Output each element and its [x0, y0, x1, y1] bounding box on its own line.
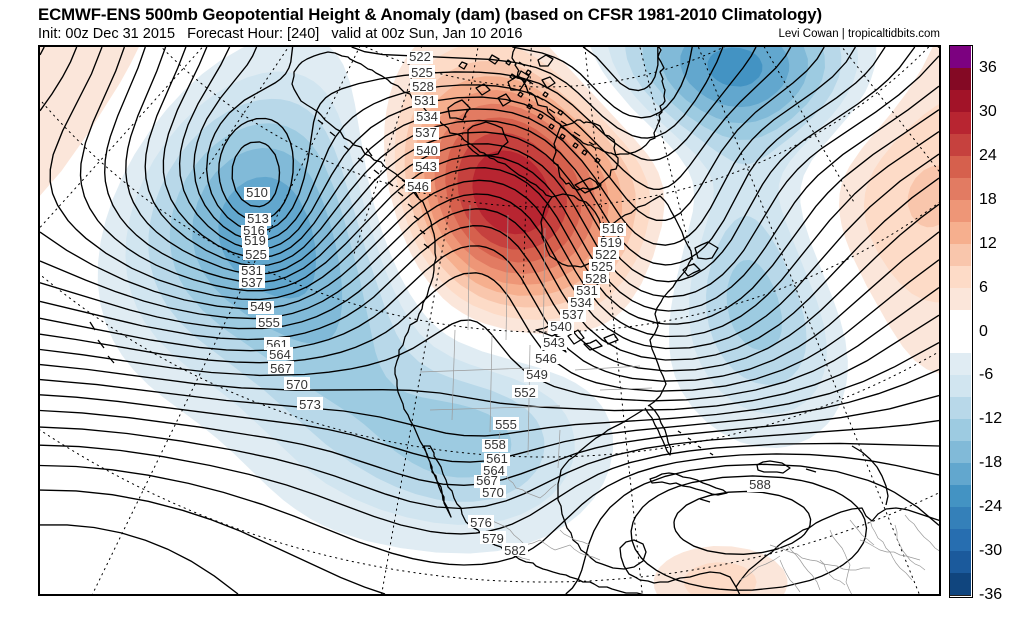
svg-text:516: 516 — [243, 223, 265, 238]
svg-text:522: 522 — [595, 247, 617, 262]
svg-text:534: 534 — [416, 109, 438, 124]
svg-text:525: 525 — [245, 247, 267, 262]
svg-text:567: 567 — [476, 473, 498, 488]
svg-text:561: 561 — [486, 451, 508, 466]
svg-text:528: 528 — [585, 271, 607, 286]
svg-text:579: 579 — [482, 531, 504, 546]
svg-text:525: 525 — [591, 259, 613, 274]
svg-text:573: 573 — [299, 397, 321, 412]
svg-text:570: 570 — [286, 377, 308, 392]
svg-text:558: 558 — [484, 437, 506, 452]
svg-text:549: 549 — [250, 299, 272, 314]
svg-text:543: 543 — [543, 335, 565, 350]
svg-text:567: 567 — [270, 361, 292, 376]
svg-text:516: 516 — [602, 221, 624, 236]
svg-text:534: 534 — [570, 295, 592, 310]
svg-text:564: 564 — [269, 347, 291, 362]
svg-text:531: 531 — [414, 93, 436, 108]
svg-text:519: 519 — [600, 235, 622, 250]
svg-text:525: 525 — [411, 65, 433, 80]
svg-text:540: 540 — [550, 319, 572, 334]
svg-text:576: 576 — [470, 515, 492, 530]
svg-text:522: 522 — [409, 49, 431, 64]
svg-text:546: 546 — [407, 179, 429, 194]
svg-text:549: 549 — [526, 367, 548, 382]
svg-text:555: 555 — [495, 417, 517, 432]
svg-text:546: 546 — [535, 351, 557, 366]
svg-text:513: 513 — [247, 211, 269, 226]
svg-text:531: 531 — [576, 283, 598, 298]
svg-text:555: 555 — [258, 315, 280, 330]
svg-text:510: 510 — [246, 185, 268, 200]
svg-text:540: 540 — [416, 143, 438, 158]
svg-text:537: 537 — [415, 125, 437, 140]
svg-text:537: 537 — [562, 307, 584, 322]
svg-text:552: 552 — [514, 385, 536, 400]
svg-text:528: 528 — [412, 79, 434, 94]
svg-text:537: 537 — [241, 275, 263, 290]
svg-text:519: 519 — [244, 233, 266, 248]
svg-text:570: 570 — [482, 485, 504, 500]
svg-text:564: 564 — [483, 463, 505, 478]
svg-text:582: 582 — [504, 543, 526, 558]
svg-text:543: 543 — [415, 159, 437, 174]
svg-text:531: 531 — [241, 263, 263, 278]
svg-text:588: 588 — [749, 477, 771, 492]
